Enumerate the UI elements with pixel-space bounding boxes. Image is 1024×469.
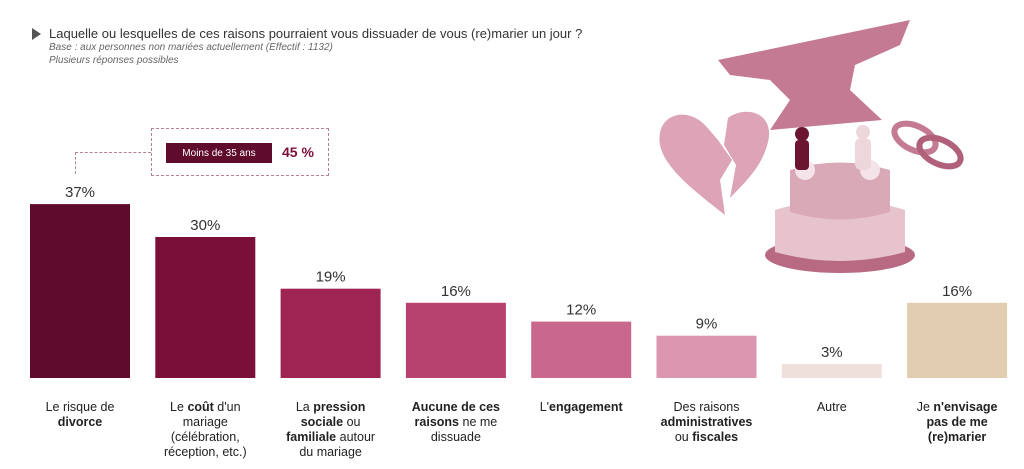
wedding-rings-icon	[891, 120, 939, 156]
callout-value: 45 %	[282, 144, 314, 160]
groom-figurine-icon	[795, 140, 809, 170]
bar-value-label-4: 16%	[441, 283, 471, 300]
bar-5	[531, 321, 632, 378]
chart-note: Plusieurs réponses possibles	[49, 55, 179, 66]
category-labels: Le risque de divorce Le coût d'un mariage (c…	[0, 400, 1024, 469]
bar-value-label-7: 3%	[821, 344, 843, 361]
bar-6	[656, 335, 757, 378]
category-label-1: Le risque de divorce	[45, 400, 115, 429]
category-label-2: Le coût d'un mariage (célébration, réceptio…	[163, 400, 247, 459]
category-label-8: Je n'envisage pas de me (re)marier	[916, 400, 998, 444]
bar-value-label-8: 16%	[942, 283, 972, 300]
bride-figurine-icon	[855, 138, 871, 170]
bar-2	[155, 237, 256, 378]
chart-header: Laquelle ou lesquelles de ces raisons po…	[32, 26, 672, 67]
callout-label: Moins de 35 ans	[166, 143, 272, 163]
bar-value-label-3: 19%	[316, 269, 346, 286]
category-label-4: Aucune de ces raisons ne me dissuade	[411, 400, 500, 444]
bar-8	[907, 302, 1008, 378]
bullet-triangle-icon	[32, 27, 41, 40]
bar-value-label-1: 37%	[65, 184, 95, 201]
bar-3	[280, 288, 381, 378]
bar-value-label-6: 9%	[696, 316, 718, 333]
chart-title: Laquelle ou lesquelles de ces raisons po…	[49, 26, 583, 41]
callout-box: Moins de 35 ans 45 %	[151, 128, 329, 176]
wedding-illustration	[659, 20, 964, 273]
anvil-icon	[718, 20, 910, 130]
category-label-7: Autre	[816, 400, 847, 414]
bar-7	[781, 363, 882, 378]
category-label-5: L'engagement	[539, 400, 623, 414]
bar-4	[405, 302, 506, 378]
bar-1	[30, 204, 130, 378]
bar-chart: 37% 30% 19% 16% 12% 9% 3% 16%	[30, 184, 1008, 378]
category-label-3: La pression sociale ou familiale autour du …	[286, 400, 376, 459]
bar-value-label-2: 30%	[190, 217, 220, 234]
bar-value-label-5: 12%	[566, 302, 596, 319]
category-label-6: Des raisons administratives ou fiscales	[660, 400, 753, 444]
broken-heart-icon	[659, 114, 732, 215]
chart-base: Base : aux personnes non mariées actuell…	[49, 42, 333, 53]
callout-leader-line	[75, 152, 151, 174]
